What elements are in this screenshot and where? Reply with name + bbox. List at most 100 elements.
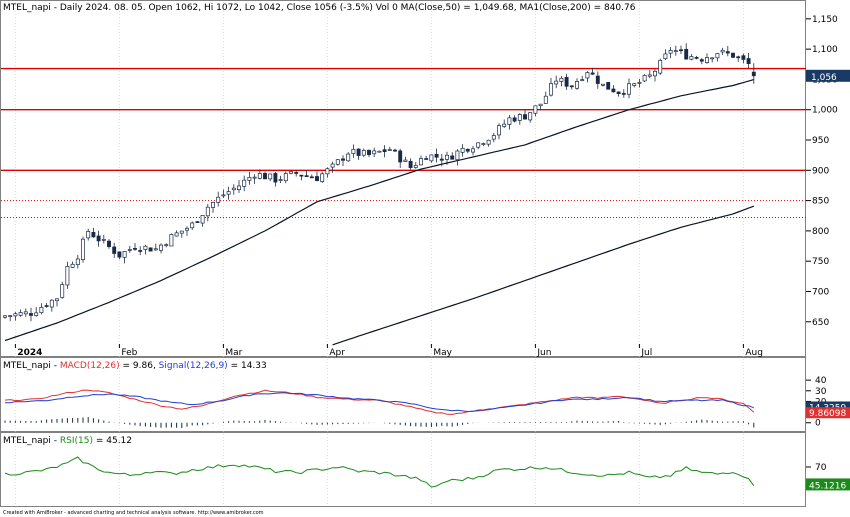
price-y-tick-label: 1,000 [812, 106, 838, 116]
candle-body [309, 176, 314, 179]
signal-legend: Signal(12,26,9) [159, 361, 228, 371]
candle-body [75, 258, 80, 265]
candle-body [107, 240, 111, 247]
candles [3, 43, 756, 322]
candle-body [746, 58, 751, 64]
candle-body [138, 250, 143, 252]
price-y-tick-label: 850 [812, 197, 829, 207]
candle-body [283, 173, 288, 182]
candle-body [325, 168, 330, 175]
price-y-tick-label: 800 [812, 227, 829, 237]
candle-body [699, 59, 704, 62]
candle-body [455, 150, 460, 161]
candle-body [689, 56, 694, 60]
candle-body [169, 234, 174, 247]
candle-body [387, 149, 392, 151]
candle-body [127, 249, 132, 251]
candle-body [257, 173, 262, 179]
candle-body [559, 77, 564, 82]
candle-body [460, 147, 465, 153]
candle-body [179, 230, 184, 234]
macd-indicator [4, 389, 755, 429]
rsi-pane[interactable] [0, 432, 806, 507]
candle-body [408, 160, 413, 168]
price-tag-box [806, 69, 850, 82]
price-y-tick-label: 950 [812, 136, 829, 146]
macd-y-tick-label: 40 [815, 376, 827, 386]
candle-body [263, 173, 267, 180]
candle-body [216, 196, 221, 203]
candle-body [751, 71, 756, 77]
candle-body [632, 83, 637, 86]
candle-body [731, 52, 735, 58]
candle-body [70, 263, 75, 268]
candle-body [143, 245, 148, 250]
rsi-tag-box [806, 478, 850, 491]
candle-body [606, 82, 611, 90]
candle-body [39, 306, 44, 314]
candle-body [486, 139, 491, 145]
price-title: MTEL_napi - Daily 2024. 08. 05. Open 106… [3, 3, 636, 13]
candle-body [29, 313, 33, 316]
candle-body [642, 75, 647, 82]
month-label: Feb [121, 348, 137, 358]
candle-body [507, 117, 512, 125]
candle-body [523, 114, 527, 120]
candle-body [398, 150, 403, 163]
candle-body [133, 248, 137, 250]
candle-body [684, 48, 689, 60]
candle-body [595, 75, 600, 84]
candle-body [91, 232, 96, 238]
month-label: Jun [536, 348, 551, 358]
macd-pane[interactable] [0, 357, 806, 432]
candle-body [8, 315, 13, 317]
price-y-tick-label: 1,100 [812, 45, 838, 55]
candle-body [543, 95, 548, 104]
candle-body [590, 72, 595, 75]
candle-body [549, 83, 553, 96]
macd-legend-value: = 9.86, [120, 361, 159, 371]
candle-body [13, 313, 18, 317]
month-label: Jul [640, 348, 652, 358]
candle-body [512, 117, 517, 122]
candle-body [65, 266, 70, 286]
candle-body [190, 222, 195, 229]
candle-body [268, 173, 273, 180]
candle-body [491, 135, 496, 140]
candle-body [393, 149, 397, 152]
candle-body [621, 93, 626, 95]
ma50-line [4, 79, 754, 342]
candle-body [673, 50, 678, 52]
candle-body [554, 80, 559, 85]
candle-body [335, 159, 340, 165]
candle-body [439, 158, 444, 161]
candle-body [195, 221, 200, 223]
candle-body [585, 72, 590, 79]
candle-body [377, 150, 382, 153]
candle-body [658, 60, 663, 74]
candle-body [517, 114, 522, 121]
candle-body [564, 76, 569, 87]
candle-body [153, 248, 158, 251]
candle-body [653, 70, 657, 77]
candle-body [538, 103, 543, 106]
candle-body [148, 247, 153, 252]
candle-body [86, 231, 91, 239]
candle-body [122, 251, 127, 258]
signal-tag-box [806, 401, 850, 413]
candle-body [44, 305, 49, 307]
candle-body [289, 171, 293, 174]
candle-body [101, 239, 106, 241]
candle-body [205, 206, 210, 217]
candle-body [49, 299, 54, 308]
candle-body [575, 81, 579, 89]
macd-y-tick-label: 0 [815, 419, 821, 429]
rsi-tag-value: 45.1216 [809, 481, 846, 491]
signal-line [5, 392, 754, 413]
candle-body [294, 172, 299, 174]
candle-body [569, 85, 574, 88]
rsi-title-prefix: MTEL_napi - [3, 436, 60, 446]
price-pane[interactable] [0, 0, 806, 357]
candle-body [273, 173, 278, 183]
